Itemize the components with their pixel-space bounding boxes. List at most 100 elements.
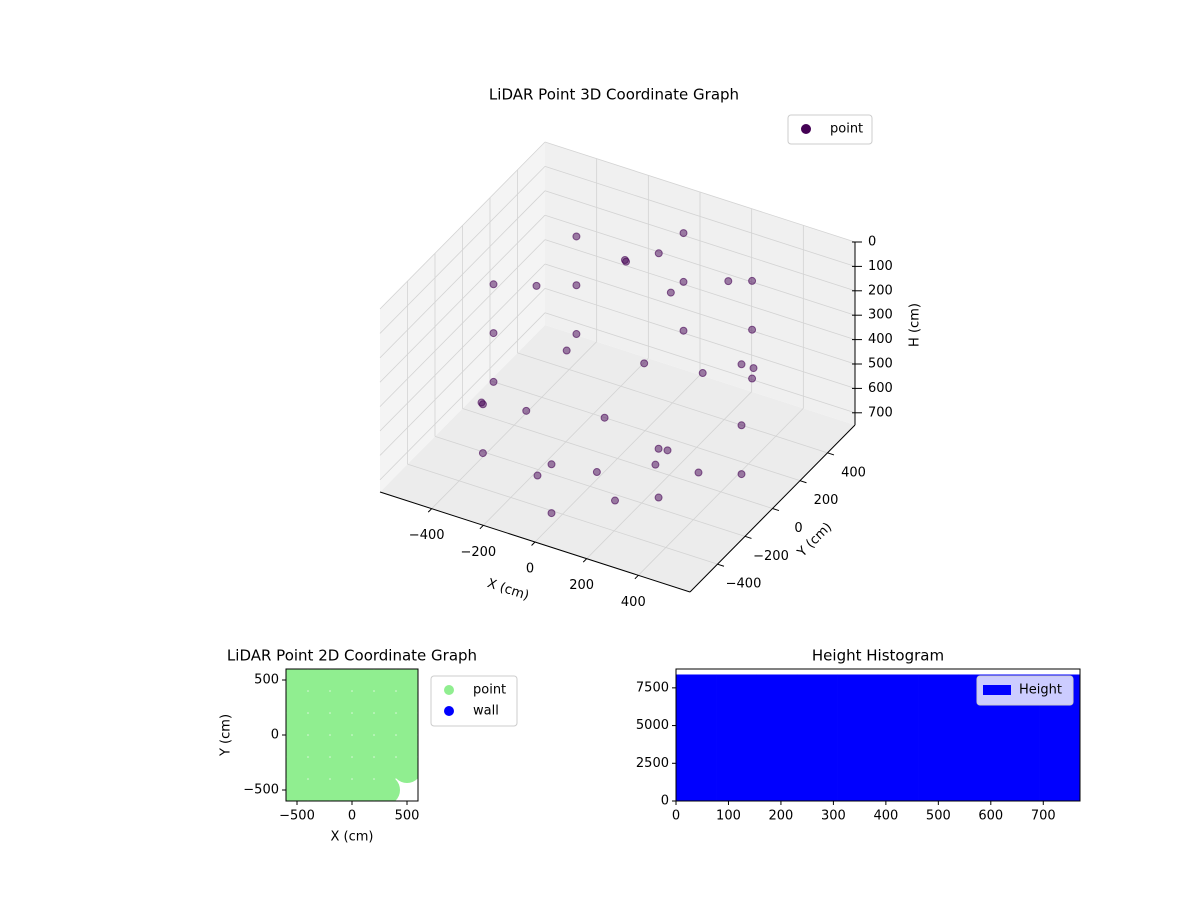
x-tick-label: −500 xyxy=(279,809,315,824)
data-point xyxy=(370,709,400,739)
grid-line xyxy=(407,463,718,565)
data-point xyxy=(749,364,758,373)
x-tick-label: 500 xyxy=(395,809,420,824)
grid-line xyxy=(544,239,856,340)
data-point xyxy=(348,753,378,783)
data-point xyxy=(326,669,356,695)
legend-box xyxy=(976,675,1074,706)
chart-title: Height Histogram xyxy=(812,647,944,665)
data-point xyxy=(679,326,688,335)
x-tick-label: 0 xyxy=(348,809,356,824)
data-point xyxy=(392,687,418,717)
x-tick-label: −200 xyxy=(460,545,496,560)
histogram-bar xyxy=(675,674,717,802)
data-point xyxy=(392,709,418,739)
tick-mark xyxy=(531,541,536,546)
z-tick-label: 300 xyxy=(868,308,893,323)
histogram-bar xyxy=(918,674,960,802)
data-point xyxy=(304,731,334,761)
histogram-bar xyxy=(796,674,838,802)
data-point xyxy=(572,330,581,339)
grid-line xyxy=(379,239,546,407)
legend-marker xyxy=(444,706,454,716)
grid-line xyxy=(544,190,856,292)
data-point xyxy=(326,731,356,761)
legend-marker xyxy=(444,685,454,695)
data-point xyxy=(748,276,757,285)
data-point xyxy=(477,398,486,407)
z-tick-label: 500 xyxy=(868,357,893,372)
data-point xyxy=(392,731,418,761)
y-tick-label: 200 xyxy=(814,493,839,508)
data-point xyxy=(304,687,334,717)
data-point xyxy=(348,669,378,695)
x-tick-label: 200 xyxy=(769,809,794,824)
data-point xyxy=(478,449,487,458)
data-point xyxy=(679,229,688,238)
data-point xyxy=(592,468,601,477)
y-tick-label: 0 xyxy=(271,728,279,743)
data-point xyxy=(392,753,418,783)
y-tick-label: 7500 xyxy=(636,680,669,695)
data-point xyxy=(651,460,660,469)
data-point xyxy=(326,753,356,783)
data-point xyxy=(304,753,334,783)
data-point xyxy=(748,325,757,334)
data-point xyxy=(611,496,619,505)
y-tick-label: −400 xyxy=(726,577,762,592)
tick-mark xyxy=(427,508,433,513)
data-point xyxy=(326,775,356,801)
legend-label: point xyxy=(473,683,506,698)
data-point xyxy=(737,421,746,430)
grid-line xyxy=(379,141,546,310)
data-point xyxy=(562,346,571,355)
grid-line xyxy=(379,190,546,359)
data-point xyxy=(286,753,312,783)
data-point xyxy=(572,281,581,290)
data-point xyxy=(522,406,531,415)
data-point xyxy=(698,369,707,378)
legend-label: wall xyxy=(473,704,499,719)
data-point xyxy=(489,280,498,289)
z-tick-label: 600 xyxy=(868,381,893,396)
legend-box xyxy=(787,114,873,145)
x-axis-line xyxy=(379,491,691,593)
grid-line xyxy=(544,288,856,389)
x-axis-label: X (cm) xyxy=(331,830,374,845)
histogram-bar xyxy=(837,674,879,802)
grid-line xyxy=(379,312,546,481)
x-tick-label: 300 xyxy=(821,809,846,824)
z-axis-label: H (cm) xyxy=(908,303,923,347)
y-tick-label: −200 xyxy=(753,549,789,564)
axes-frame xyxy=(675,668,1081,802)
grid-line xyxy=(544,141,856,243)
data-point xyxy=(489,377,498,386)
tick-mark xyxy=(744,535,752,539)
data-point xyxy=(679,277,688,286)
data-point xyxy=(370,775,400,801)
grid-line xyxy=(462,408,773,509)
data-point xyxy=(654,493,663,502)
x-tick-label: 100 xyxy=(716,809,741,824)
y-tick-label: 500 xyxy=(254,673,279,688)
data-point xyxy=(348,775,378,801)
data-point xyxy=(326,687,356,717)
grid-line xyxy=(489,380,801,482)
chart-title: LiDAR Point 2D Coordinate Graph xyxy=(227,647,477,665)
tick-mark xyxy=(634,574,639,580)
x-tick-label: 0 xyxy=(672,809,680,824)
data-point xyxy=(600,413,609,422)
x-axis-label: X (cm) xyxy=(485,576,531,604)
data-point xyxy=(737,360,746,369)
chart-title: LiDAR Point 3D Coordinate Graph xyxy=(489,86,739,104)
data-point xyxy=(533,471,542,480)
z-tick-label: 200 xyxy=(868,283,893,298)
y-tick-label: 5000 xyxy=(636,718,669,733)
tick-mark xyxy=(479,524,484,530)
data-point xyxy=(304,775,334,801)
data-point xyxy=(654,249,663,258)
data-point xyxy=(640,359,649,368)
data-point xyxy=(286,687,312,717)
z-tick-label: 400 xyxy=(868,332,893,347)
data-point xyxy=(392,669,418,695)
